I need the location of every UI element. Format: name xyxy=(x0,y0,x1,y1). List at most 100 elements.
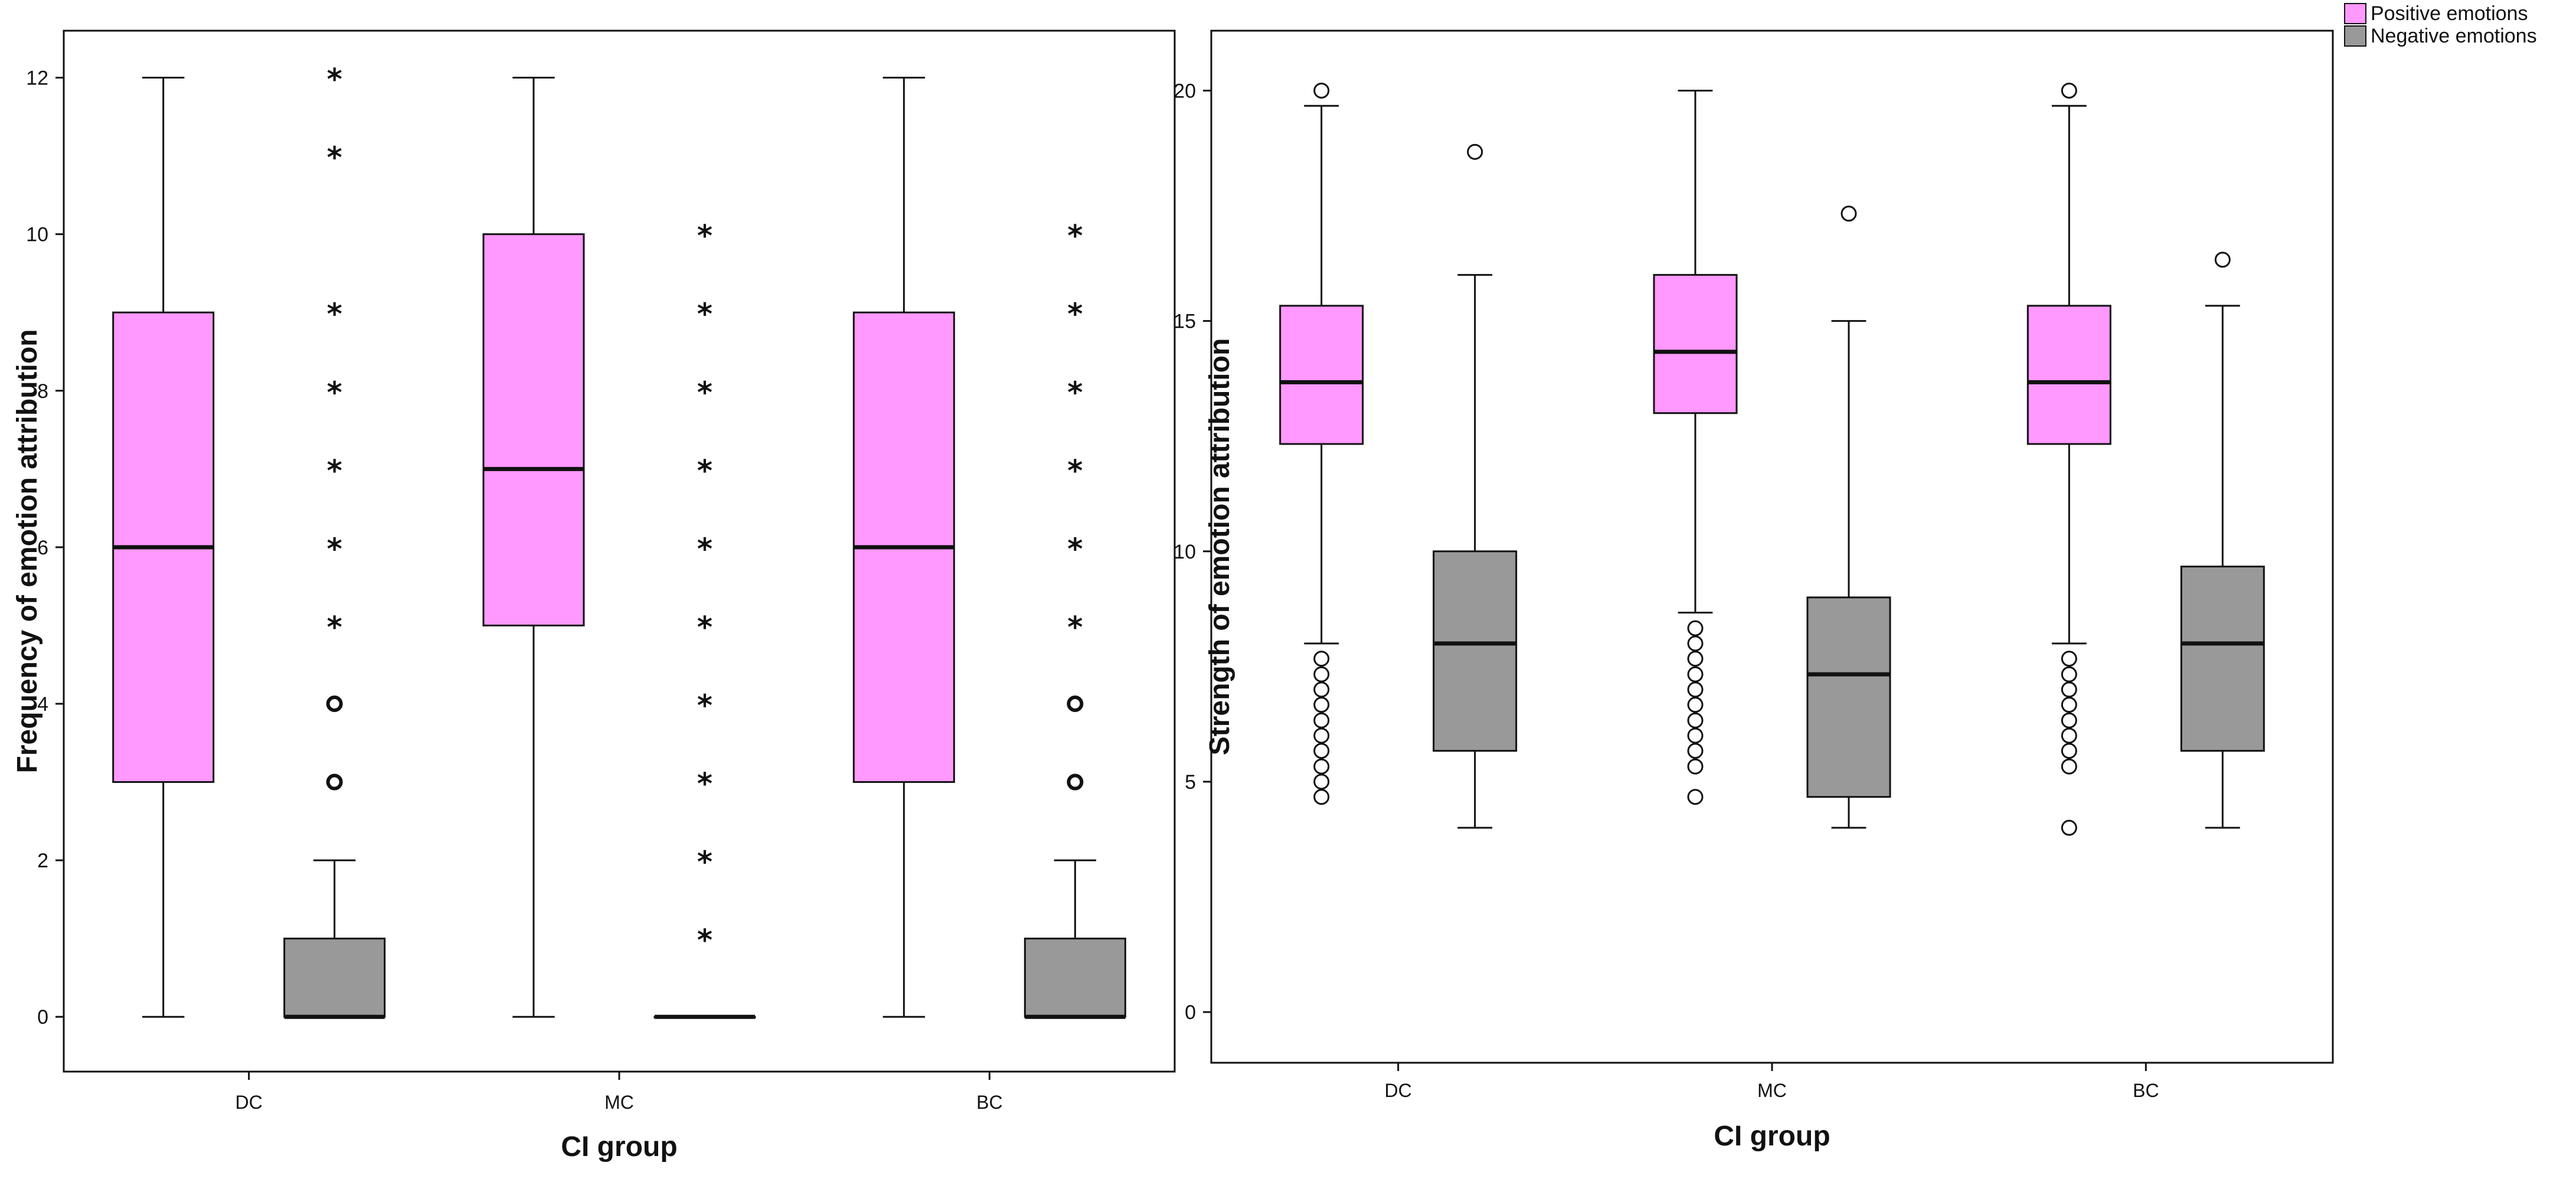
outlier-point xyxy=(1687,758,1704,775)
outlier-point xyxy=(2214,252,2231,268)
outlier-point xyxy=(1687,681,1704,698)
extreme-star: * xyxy=(327,141,342,175)
outlier-point xyxy=(1687,651,1704,667)
x-category-label: DC xyxy=(236,1092,263,1113)
box-iqr xyxy=(1806,596,1891,798)
extreme-star: * xyxy=(697,453,712,488)
outlier-point xyxy=(2061,758,2077,775)
extreme-star: * xyxy=(1067,297,1083,331)
plot-frame xyxy=(1210,30,2334,1064)
box-iqr xyxy=(1653,274,1738,414)
outlier-point xyxy=(1313,712,1330,729)
x-category-label: DC xyxy=(1385,1080,1412,1101)
outlier-point xyxy=(2061,727,2077,744)
y-tick-label: 15 xyxy=(1173,311,1196,333)
outlier-point xyxy=(1067,773,1084,791)
outlier-point xyxy=(2061,666,2077,683)
outlier-point xyxy=(2061,681,2077,698)
box-iqr xyxy=(1433,550,1518,752)
extreme-star: * xyxy=(1067,219,1083,253)
extreme-star: * xyxy=(1067,532,1083,566)
strength-boxplot-chart: 0 5 10 15 20 DC MC BC CI group Strength of emotio… xyxy=(1173,30,2334,1152)
extreme-star: * xyxy=(327,610,342,644)
outlier-point xyxy=(1841,205,1857,222)
extreme-star: * xyxy=(1067,610,1083,644)
x-category-label: MC xyxy=(604,1092,634,1113)
extreme-star: * xyxy=(327,532,342,566)
y-tick-label: 8 xyxy=(37,380,48,403)
outlier-point xyxy=(1313,697,1330,713)
y-axis-title: Frequency of emotion attribution xyxy=(12,329,43,773)
outlier-point xyxy=(1313,758,1330,775)
box-iqr xyxy=(2026,305,2111,445)
outlier-point xyxy=(1313,681,1330,698)
outlier-point xyxy=(1313,651,1330,667)
outlier-point xyxy=(1687,697,1704,713)
outlier-point xyxy=(2061,743,2077,759)
y-tick-label: 5 xyxy=(1185,771,1196,794)
extreme-star: * xyxy=(327,453,342,488)
box-iqr xyxy=(482,233,585,626)
outlier-point xyxy=(326,695,343,712)
y-tick-label: 0 xyxy=(1185,1001,1196,1024)
y-axis-title: Strength of emotion attribution xyxy=(1204,338,1235,756)
outlier-point xyxy=(1687,620,1704,636)
extreme-star: * xyxy=(327,63,342,97)
x-category-label: MC xyxy=(1757,1080,1787,1101)
extreme-star: * xyxy=(697,923,712,958)
outlier-point xyxy=(326,773,343,791)
x-category-label: BC xyxy=(2133,1080,2159,1101)
y-tick-label: 6 xyxy=(37,537,48,559)
frequency-boxplot-chart: 0 2 4 6 8 10 12 DC MC BC CI group Frequency of emot… xyxy=(12,30,1176,1163)
outlier-point xyxy=(2061,819,2077,836)
y-tick-label: 10 xyxy=(1173,541,1196,563)
extreme-star: * xyxy=(697,219,712,253)
y-tick-label: 12 xyxy=(26,67,48,90)
extreme-star: * xyxy=(697,297,712,331)
x-category-label: BC xyxy=(976,1092,1002,1113)
extreme-star: * xyxy=(697,845,712,879)
outlier-point xyxy=(1313,743,1330,759)
outlier-point xyxy=(1313,773,1330,790)
legend-swatch xyxy=(2344,25,2366,47)
extreme-star: * xyxy=(327,376,342,410)
plot-frame xyxy=(63,30,1176,1073)
outlier-point xyxy=(1313,666,1330,683)
box-iqr xyxy=(2180,566,2265,752)
outlier-point xyxy=(1313,727,1330,744)
outlier-point xyxy=(2061,697,2077,713)
extreme-star: * xyxy=(697,688,712,723)
outlier-point xyxy=(1687,727,1704,744)
extreme-star: * xyxy=(697,610,712,644)
extreme-star: * xyxy=(1067,453,1083,488)
extreme-star: * xyxy=(697,532,712,566)
outlier-point xyxy=(1687,666,1704,683)
box-iqr xyxy=(1279,305,1364,445)
box-iqr xyxy=(1024,938,1126,1018)
legend-swatch xyxy=(2344,3,2366,24)
outlier-point xyxy=(2061,651,2077,667)
outlier-point xyxy=(1313,82,1330,99)
legend-label: Negative emotions xyxy=(2371,25,2537,47)
legend-label: Positive emotions xyxy=(2371,2,2528,25)
outlier-point xyxy=(2061,712,2077,729)
outlier-point xyxy=(1687,712,1704,729)
outlier-point xyxy=(2061,82,2077,99)
outlier-point xyxy=(1467,143,1483,160)
x-axis-title: CI group xyxy=(1714,1121,1830,1152)
outlier-point xyxy=(1687,635,1704,652)
y-tick-label: 4 xyxy=(37,693,48,716)
y-tick-label: 10 xyxy=(26,224,48,246)
y-tick-label: 2 xyxy=(37,850,48,872)
outlier-point xyxy=(1687,743,1704,759)
x-axis-title: CI group xyxy=(561,1131,677,1163)
extreme-star: * xyxy=(1067,376,1083,410)
outlier-point xyxy=(1687,789,1704,805)
extreme-star: * xyxy=(327,297,342,331)
extreme-star: * xyxy=(697,767,712,801)
box-iqr xyxy=(283,938,386,1018)
y-tick-label: 0 xyxy=(37,1006,48,1029)
y-tick-label: 20 xyxy=(1173,80,1196,102)
